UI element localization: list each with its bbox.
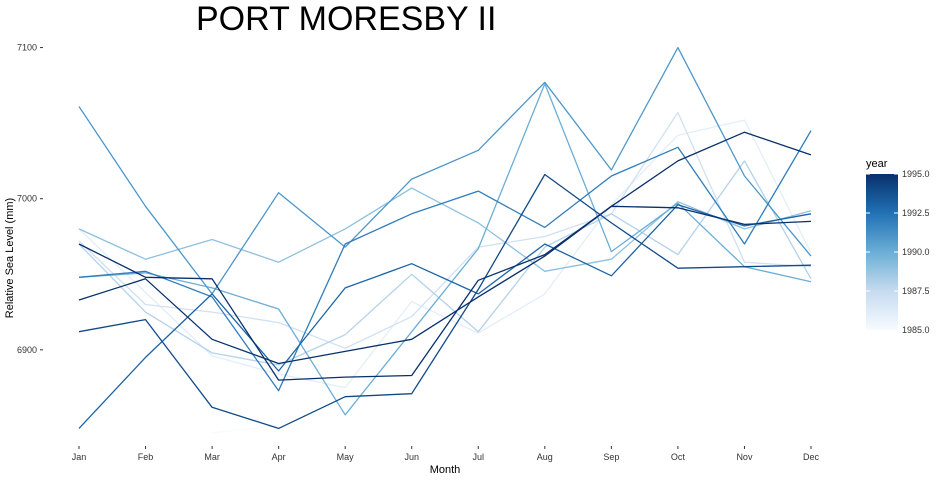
x-tick-label: Jun xyxy=(404,452,419,462)
x-axis-title: Month xyxy=(430,464,461,476)
series-line xyxy=(78,83,812,416)
series-line xyxy=(78,160,812,366)
x-tick-label: Jan xyxy=(72,452,87,462)
series-line xyxy=(212,424,279,434)
series-line xyxy=(78,119,812,389)
x-axis: Jan Feb Mar Apr May Jun Jul Aug Sep Oct Nov Dec xyxy=(72,446,820,462)
legend-ticks: 1995.0 1992.5 1990.0 1987.5 1985.0 xyxy=(866,169,930,335)
legend-label: 1985.0 xyxy=(902,325,930,335)
legend-label: 1995.0 xyxy=(902,169,930,179)
series-line xyxy=(78,205,812,365)
legend-title: year xyxy=(866,158,888,170)
plot-area xyxy=(78,46,812,434)
series-line xyxy=(78,111,812,349)
x-tick-label: Apr xyxy=(272,452,286,462)
x-tick-label: Oct xyxy=(671,452,686,462)
y-tick-label: 6900 xyxy=(17,345,37,355)
legend: year 1995.0 1992.5 1990.0 1987.5 1985.0 xyxy=(866,158,930,335)
legend-colorbar xyxy=(866,174,898,330)
x-tick-label: May xyxy=(337,452,355,462)
x-tick-label: Jul xyxy=(473,452,485,462)
y-tick-label: 7100 xyxy=(17,43,37,53)
x-tick-label: Feb xyxy=(138,452,154,462)
x-tick-label: Sep xyxy=(603,452,619,462)
y-tick-label: 7000 xyxy=(17,194,37,204)
legend-label: 1990.0 xyxy=(902,247,930,257)
chart-title: PORT MORESBY II xyxy=(196,0,496,38)
series-line xyxy=(78,130,812,392)
y-axis: 6900 7000 7100 xyxy=(17,43,43,355)
series-line xyxy=(78,187,812,272)
legend-label: 1992.5 xyxy=(902,208,930,218)
x-tick-label: Nov xyxy=(736,452,753,462)
x-tick-label: Mar xyxy=(204,452,220,462)
series-line xyxy=(78,131,812,381)
series-line xyxy=(78,46,812,295)
legend-label: 1987.5 xyxy=(902,286,930,296)
x-tick-label: Dec xyxy=(803,452,820,462)
x-tick-label: Aug xyxy=(537,452,553,462)
series-line xyxy=(78,204,812,429)
y-axis-title: Relative Sea Level (mm) xyxy=(4,198,16,318)
series-line xyxy=(78,173,812,430)
